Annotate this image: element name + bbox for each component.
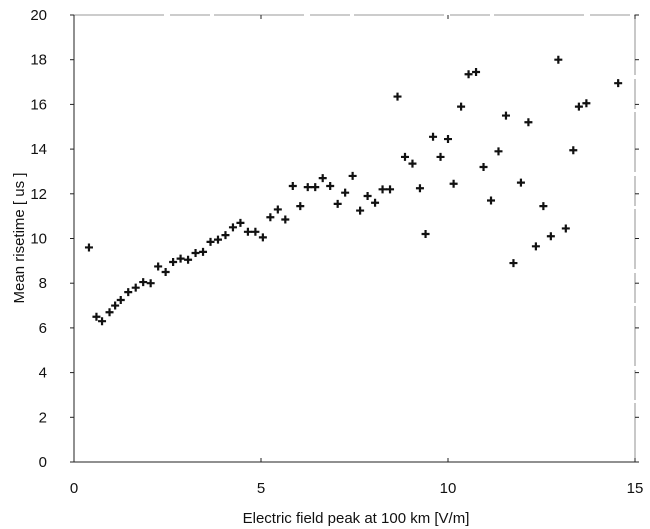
y-tick-label: 16 bbox=[30, 96, 47, 113]
y-tick-label: 10 bbox=[30, 231, 47, 248]
scatter-point bbox=[116, 295, 125, 304]
scatter-point bbox=[266, 213, 275, 222]
scatter-point bbox=[98, 317, 107, 326]
scatter-point bbox=[436, 152, 445, 161]
data-points bbox=[84, 55, 623, 326]
scatter-point bbox=[494, 147, 503, 156]
y-axis: 0 2 4 6 8 10 12 14 16 18 20 bbox=[30, 7, 639, 471]
scatter-point bbox=[281, 215, 290, 224]
scatter-point bbox=[288, 181, 297, 190]
scatter-point bbox=[228, 223, 237, 232]
x-tick-label: 5 bbox=[257, 480, 265, 497]
scatter-point bbox=[393, 92, 402, 101]
scatter-point bbox=[449, 179, 458, 188]
y-tick-label: 6 bbox=[39, 320, 47, 337]
scatter-point bbox=[318, 174, 327, 183]
scatter-point bbox=[333, 199, 342, 208]
scatter-point bbox=[472, 67, 481, 76]
scatter-point bbox=[356, 206, 365, 215]
scatter-point bbox=[139, 278, 148, 287]
scatter-point bbox=[131, 283, 140, 292]
scatter-point bbox=[386, 185, 395, 194]
y-tick-label: 4 bbox=[39, 365, 47, 382]
scatter-point bbox=[243, 227, 252, 236]
y-tick-label: 8 bbox=[39, 275, 47, 292]
scatter-point bbox=[408, 159, 417, 168]
y-tick-label: 18 bbox=[30, 52, 47, 69]
scatter-point bbox=[415, 184, 424, 193]
x-tick-label: 15 bbox=[627, 480, 644, 497]
scatter-point bbox=[191, 249, 200, 258]
y-tick-label: 2 bbox=[39, 409, 47, 426]
scatter-point bbox=[251, 227, 260, 236]
scatter-point bbox=[169, 257, 178, 266]
scatter-point bbox=[524, 118, 533, 127]
scatter-point bbox=[487, 196, 496, 205]
scatter-point bbox=[111, 301, 120, 310]
scatter-point bbox=[614, 79, 623, 88]
scatter-point bbox=[554, 55, 563, 64]
scatter-point bbox=[303, 183, 312, 192]
scatter-point bbox=[213, 235, 222, 244]
scatter-point bbox=[444, 135, 452, 144]
scatter-point bbox=[561, 224, 570, 233]
scatter-point bbox=[574, 102, 583, 111]
scatter-point bbox=[479, 162, 488, 171]
scatter-point bbox=[184, 255, 193, 264]
y-tick-label: 14 bbox=[30, 141, 47, 158]
scatter-point bbox=[457, 102, 466, 111]
x-tick-label: 0 bbox=[70, 480, 78, 497]
scatter-point bbox=[236, 218, 245, 227]
scatter-point bbox=[582, 99, 591, 108]
scatter-point bbox=[176, 254, 185, 263]
y-tick-label: 20 bbox=[30, 7, 47, 24]
scatter-point bbox=[348, 171, 357, 180]
scatter-point bbox=[154, 262, 163, 271]
y-tick-label: 12 bbox=[30, 186, 47, 203]
scatter-point bbox=[326, 181, 335, 190]
y-axis-title: Mean risetime [ us ] bbox=[11, 173, 28, 304]
x-axis: 0 5 10 15 bbox=[70, 15, 644, 497]
scatter-point bbox=[509, 259, 518, 268]
scatter-point bbox=[273, 205, 282, 214]
scatter-point bbox=[92, 312, 101, 321]
scatter-point bbox=[429, 132, 438, 141]
scatter-point bbox=[258, 233, 267, 242]
x-axis-title: Electric field peak at 100 km [V/m] bbox=[243, 510, 470, 527]
scatter-point bbox=[421, 230, 430, 239]
scatter-point bbox=[400, 152, 409, 161]
y-tick-label: 0 bbox=[39, 454, 47, 471]
scatter-point bbox=[341, 188, 350, 197]
scatter-point bbox=[464, 70, 473, 79]
scatter-point bbox=[531, 242, 540, 251]
scatter-point bbox=[84, 243, 93, 252]
scatter-point bbox=[516, 178, 525, 187]
scatter-point bbox=[296, 202, 305, 211]
scatter-point bbox=[546, 232, 555, 241]
x-tick-label: 10 bbox=[440, 480, 457, 497]
scatter-point bbox=[501, 111, 510, 120]
scatter-point bbox=[569, 146, 578, 155]
scatter-point bbox=[539, 202, 548, 211]
scatter-point bbox=[161, 268, 170, 277]
scatter-point bbox=[146, 279, 155, 288]
scatter-point bbox=[221, 231, 230, 240]
scatter-point bbox=[105, 308, 114, 317]
scatter-point bbox=[371, 198, 380, 207]
scatter-point bbox=[378, 185, 387, 194]
scatter-point bbox=[363, 192, 372, 201]
scatter-point bbox=[199, 247, 208, 256]
scatter-point bbox=[311, 183, 320, 192]
scatter-point bbox=[124, 288, 133, 297]
scatter-point bbox=[206, 237, 215, 246]
